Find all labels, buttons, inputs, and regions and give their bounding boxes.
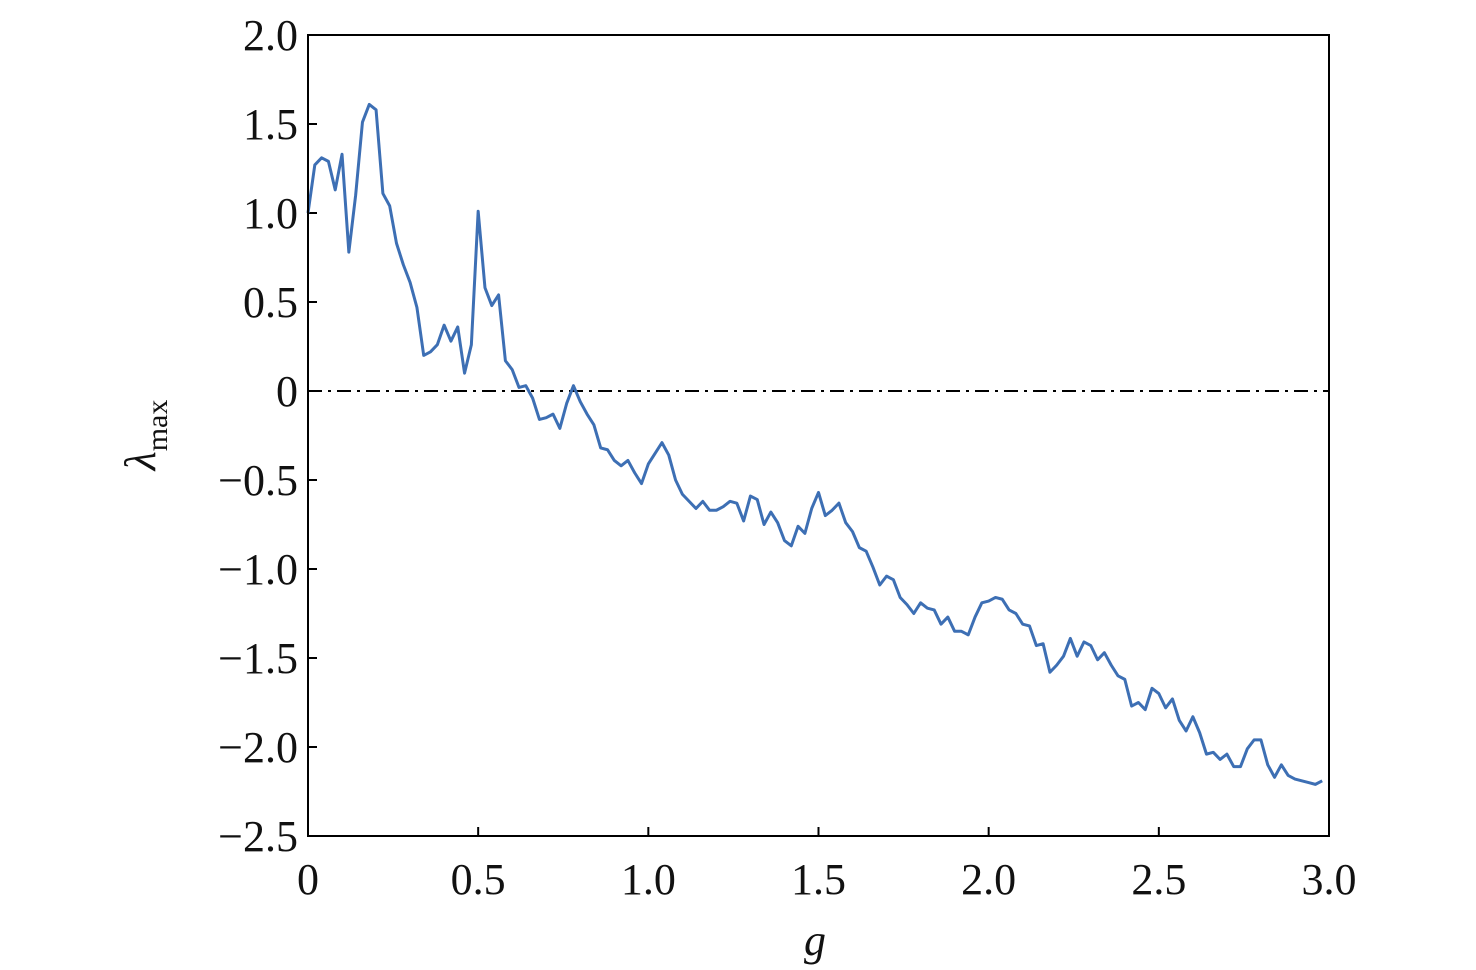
y-tick-label: 1.5 — [243, 100, 298, 149]
y-label-sub: max — [141, 400, 174, 452]
x-tick-label: 0 — [297, 855, 319, 904]
x-tick-label: 2.0 — [961, 855, 1016, 904]
x-tick-label: 1.5 — [791, 855, 846, 904]
y-tick-label: −1.5 — [218, 634, 298, 683]
y-tick-label: −2.5 — [218, 812, 298, 861]
y-tick-label: −1.0 — [218, 545, 298, 594]
x-tick-label: 1.0 — [621, 855, 676, 904]
plot-frame — [307, 34, 1330, 837]
y-tick-label: 2.0 — [243, 11, 298, 60]
y-tick-label: 1.0 — [243, 189, 298, 238]
x-tick-label: 2.5 — [1131, 855, 1186, 904]
x-tick-label: 0.5 — [451, 855, 506, 904]
y-tick-label: 0 — [276, 367, 298, 416]
y-tick-label: −0.5 — [218, 456, 298, 505]
x-tick-label: 3.0 — [1302, 855, 1357, 904]
x-axis-label: g — [804, 916, 826, 965]
y-tick-label: −2.0 — [218, 723, 298, 772]
data-line — [306, 102, 1323, 786]
y-label-main: λ — [116, 451, 165, 472]
y-axis-label: λmax — [116, 400, 174, 473]
y-tick-label: 0.5 — [243, 278, 298, 327]
